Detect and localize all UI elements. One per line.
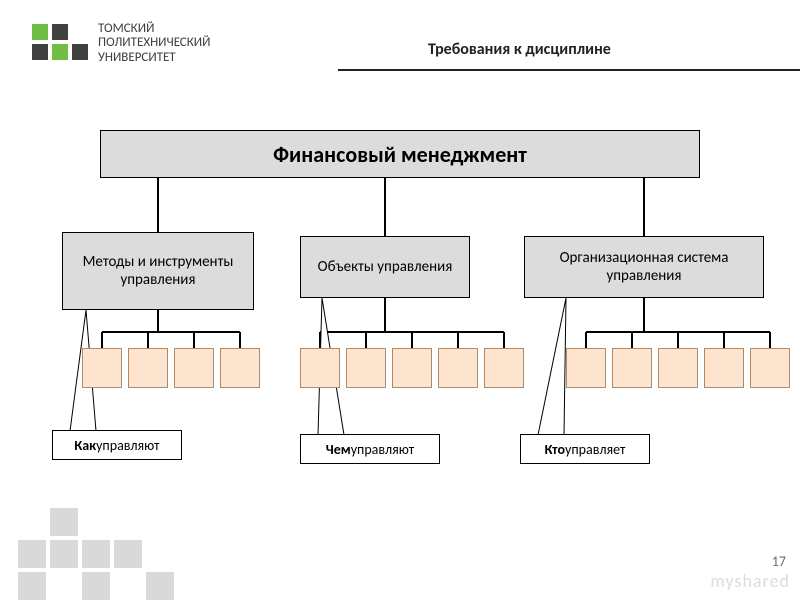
logo-line: ПОЛИТЕХНИЧЕСКИЙ [98, 36, 210, 50]
decor-square [146, 572, 174, 600]
leaf-node [612, 348, 652, 388]
slide-heading: Требования к дисциплине [428, 40, 611, 59]
leaf-node [346, 348, 386, 388]
leaf-node [704, 348, 744, 388]
logo-square [32, 44, 48, 60]
leaf-node [174, 348, 214, 388]
leaf-node [750, 348, 790, 388]
callout-label: Чем управляют [300, 434, 440, 464]
callout-label: Кто управляет [520, 434, 650, 464]
branch-node-2-label: Организационная система управления [529, 249, 759, 285]
decor-square [50, 508, 78, 536]
leaf-node [658, 348, 698, 388]
root-node: Финансовый менеджмент [100, 130, 700, 178]
branch-node-0: Методы и инструменты управления [62, 232, 254, 310]
leaf-node [82, 348, 122, 388]
leaf-node [392, 348, 432, 388]
decor-square [114, 540, 142, 568]
decor-square [82, 572, 110, 600]
decor-square [82, 540, 110, 568]
branch-node-0-label: Методы и инструменты управления [67, 253, 249, 289]
leaf-node [438, 348, 478, 388]
branch-node-1: Объекты управления [300, 236, 470, 298]
watermark: myshared [710, 570, 790, 592]
decor-square [50, 540, 78, 568]
callout-label: Как управляют [52, 430, 182, 460]
branch-node-2: Организационная система управления [524, 236, 764, 298]
leaf-node [300, 348, 340, 388]
logo-square [72, 44, 88, 60]
page-number: 17 [772, 553, 786, 570]
leaf-node [566, 348, 606, 388]
logo-square [52, 44, 68, 60]
logo-square [32, 24, 48, 40]
decor-square [18, 540, 46, 568]
university-name: ТОМСКИЙ ПОЛИТЕХНИЧЕСКИЙ УНИВЕРСИТЕТ [98, 22, 210, 65]
logo-line: УНИВЕРСИТЕТ [98, 51, 210, 65]
logo-square [52, 24, 68, 40]
decor-square [18, 572, 46, 600]
leaf-node [484, 348, 524, 388]
branch-node-1-label: Объекты управления [318, 258, 453, 276]
root-node-label: Финансовый менеджмент [273, 141, 527, 168]
leaf-node [128, 348, 168, 388]
logo-line: ТОМСКИЙ [98, 22, 210, 36]
leaf-node [220, 348, 260, 388]
